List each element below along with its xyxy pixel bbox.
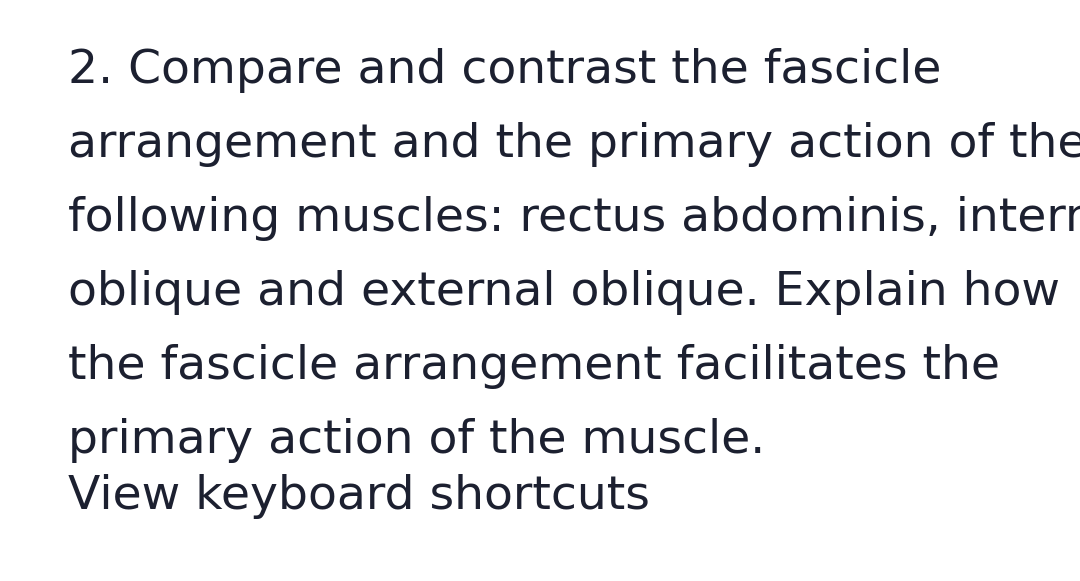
Text: 2. Compare and contrast the fascicle: 2. Compare and contrast the fascicle xyxy=(68,48,942,93)
Text: the fascicle arrangement facilitates the: the fascicle arrangement facilitates the xyxy=(68,344,1000,389)
Text: oblique and external oblique. Explain how: oblique and external oblique. Explain ho… xyxy=(68,270,1059,315)
Text: arrangement and the primary action of the: arrangement and the primary action of th… xyxy=(68,122,1080,167)
Text: View keyboard shortcuts: View keyboard shortcuts xyxy=(68,474,650,519)
Text: following muscles: rectus abdominis, internal: following muscles: rectus abdominis, int… xyxy=(68,196,1080,241)
Text: primary action of the muscle.: primary action of the muscle. xyxy=(68,418,766,463)
